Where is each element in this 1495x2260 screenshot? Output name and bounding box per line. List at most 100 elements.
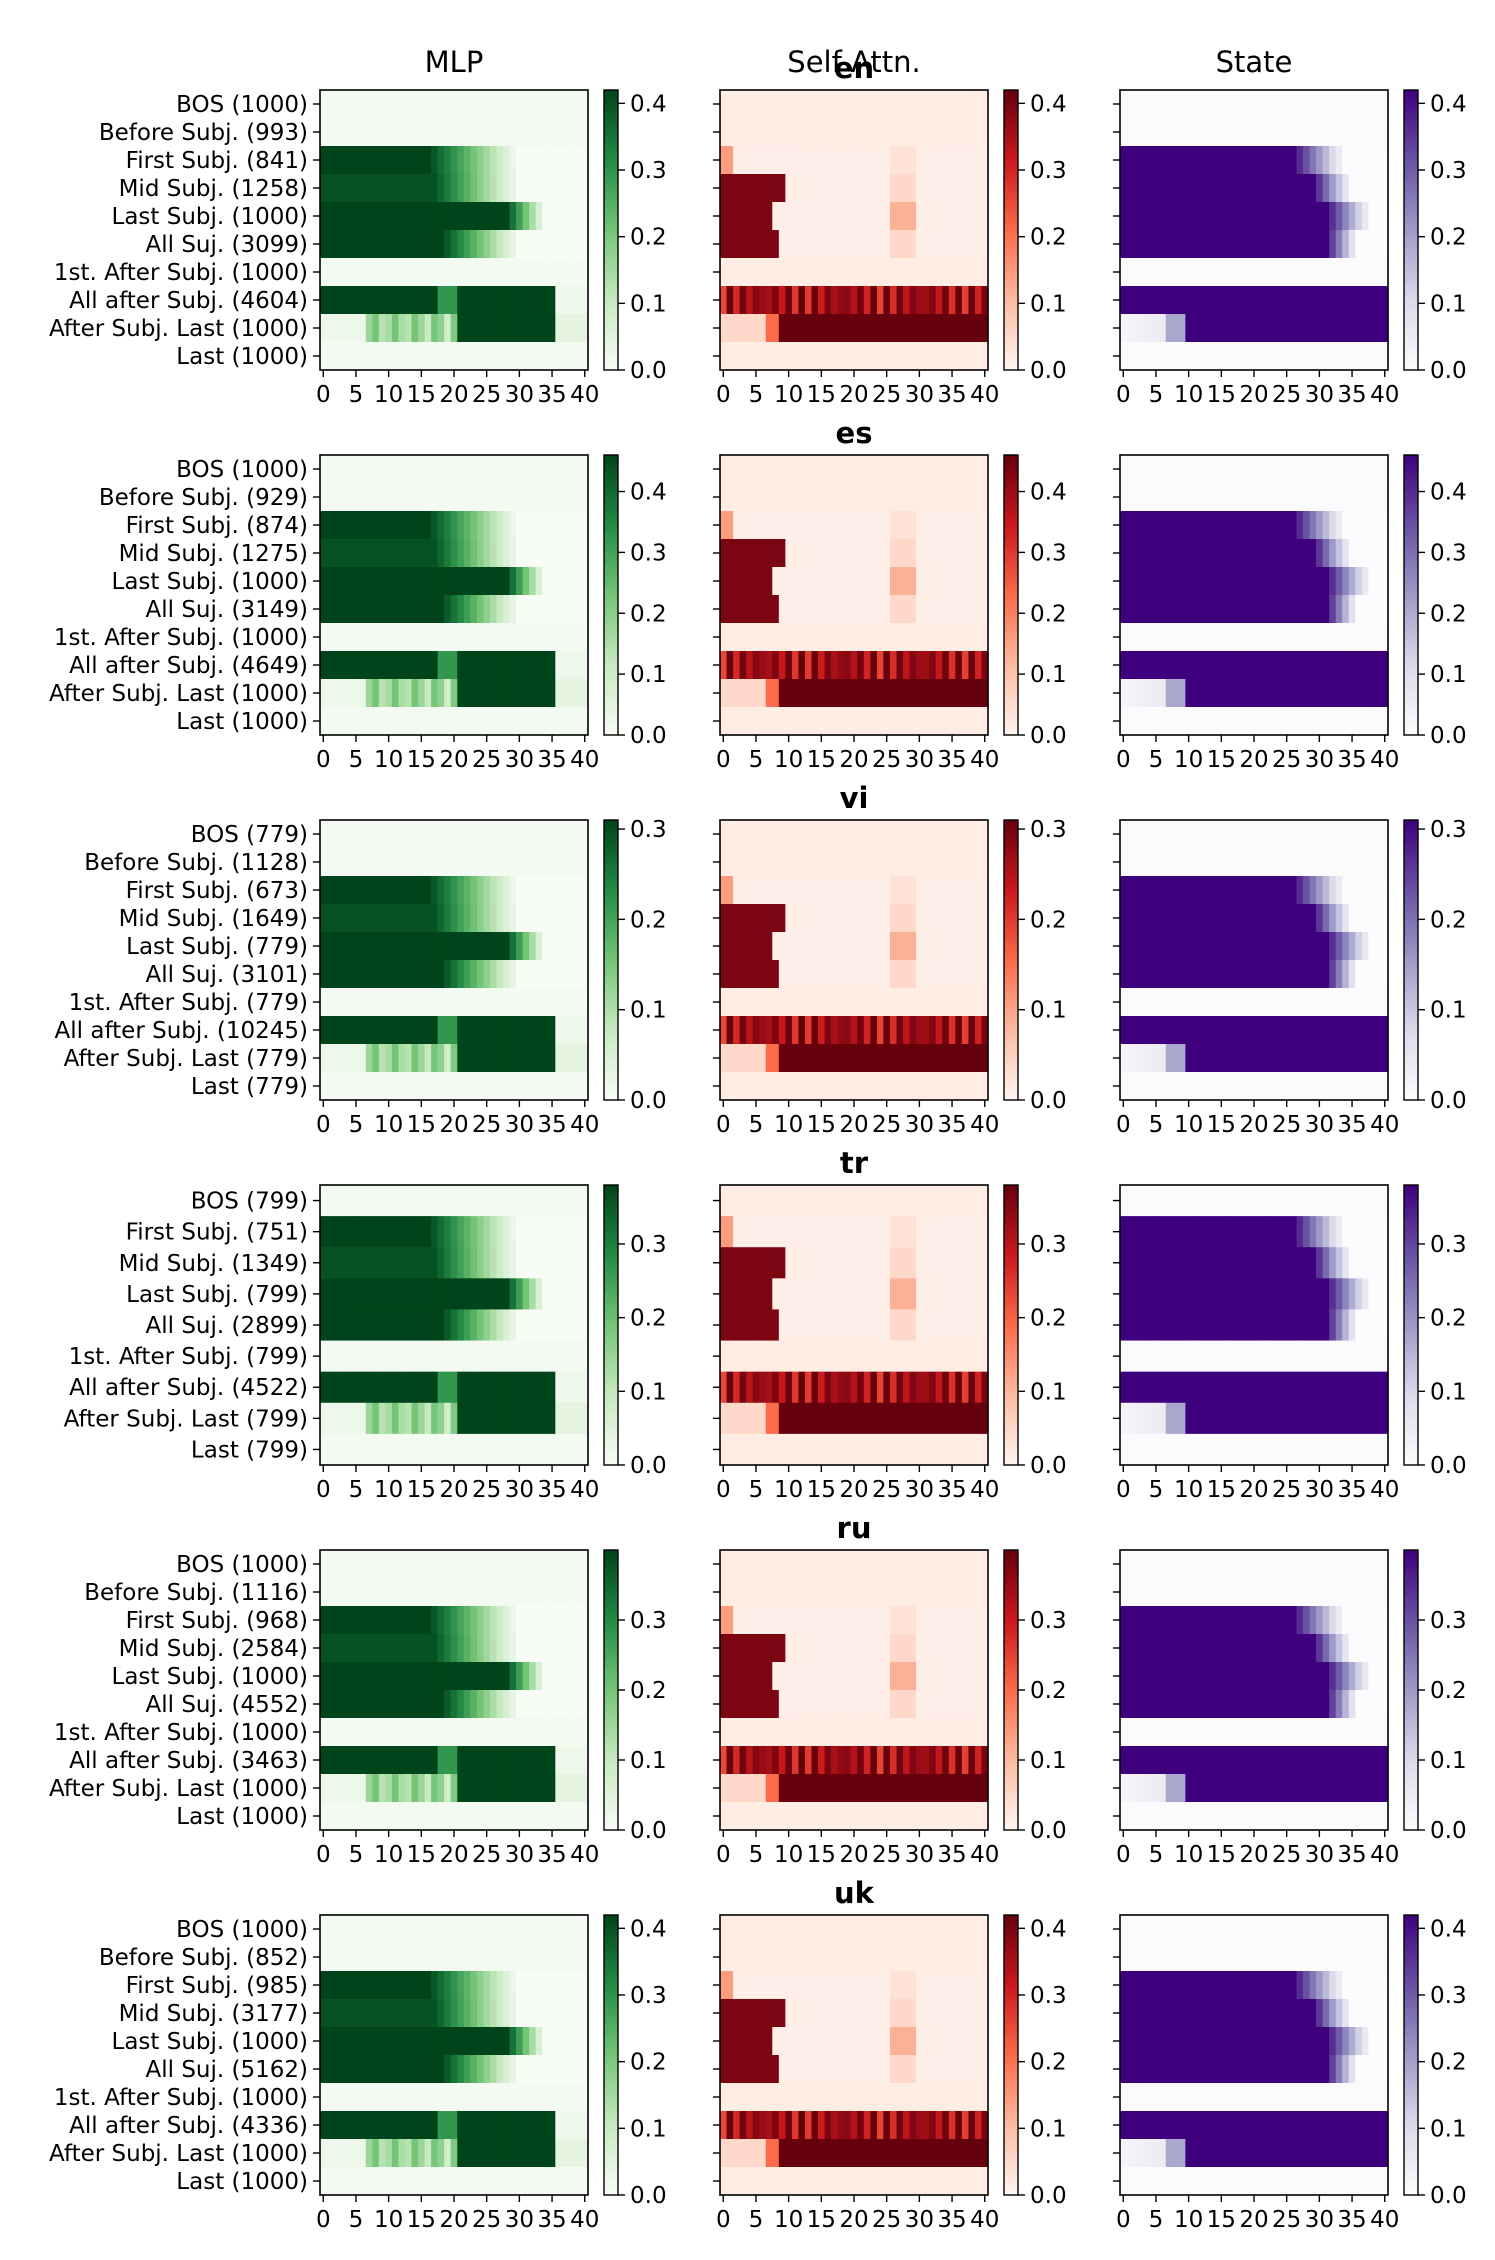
heatmap-cell — [581, 1247, 589, 1279]
heatmap-cell — [1126, 623, 1134, 652]
heatmap-cell — [929, 1247, 937, 1279]
heatmap-cell — [391, 1072, 400, 1101]
heatmap-cell — [320, 651, 328, 680]
heatmap-cell — [889, 1340, 898, 1373]
heatmap-cell — [857, 1433, 865, 1466]
heatmap-cell — [974, 202, 983, 231]
heatmap-cell — [1322, 1185, 1330, 1217]
heatmap-cell — [759, 1371, 767, 1404]
heatmap-cell — [961, 1247, 969, 1279]
heatmap-cell — [935, 90, 943, 119]
colorbar-tick-label: 0.0 — [630, 723, 667, 749]
heatmap-cell — [535, 1371, 543, 1404]
heatmap-cell — [555, 1309, 563, 1342]
heatmap-cell — [1263, 539, 1271, 568]
heatmap-cell — [411, 230, 419, 259]
heatmap-cell — [489, 1216, 498, 1248]
x-tick-label: 35 — [537, 1477, 566, 1503]
heatmap-cell — [424, 1016, 432, 1045]
heatmap-cell — [1126, 1044, 1134, 1073]
heatmap-cell — [450, 1185, 458, 1217]
heatmap-cell — [437, 679, 445, 708]
heatmap-cell — [1329, 230, 1337, 259]
heatmap-cell — [837, 820, 845, 849]
heatmap-cell — [365, 455, 373, 484]
heatmap-cell — [1303, 651, 1311, 680]
heatmap-cell — [870, 623, 878, 652]
x-tick-label: 30 — [1305, 1112, 1334, 1138]
heatmap-cell — [1237, 118, 1245, 147]
heatmap-cell — [824, 960, 832, 989]
heatmap-cell — [772, 455, 780, 484]
heatmap-cell — [935, 1185, 943, 1217]
heatmap-cell — [339, 988, 347, 1017]
heatmap-cell — [1126, 511, 1134, 540]
heatmap-cell — [752, 623, 760, 652]
heatmap-cell — [450, 679, 458, 708]
heatmap-cell — [339, 567, 347, 596]
heatmap-cell — [352, 1433, 360, 1466]
heatmap-cell — [746, 848, 754, 877]
heatmap-cell — [359, 1044, 367, 1073]
heatmap-cell — [489, 483, 498, 512]
heatmap-cell — [811, 932, 819, 961]
heatmap-cell — [752, 1044, 760, 1073]
x-tick-label: 40 — [570, 1112, 599, 1138]
heatmap-cell — [909, 679, 917, 708]
heatmap-cell — [1374, 876, 1383, 905]
heatmap-cell — [404, 1433, 413, 1466]
heatmap-cell — [1172, 932, 1180, 961]
heatmap-cell — [863, 1340, 871, 1373]
heatmap-cell — [391, 1371, 400, 1404]
heatmap-cell — [516, 679, 524, 708]
heatmap-cell — [857, 623, 865, 652]
heatmap-cell — [476, 342, 485, 371]
x-tick-label: 5 — [349, 1112, 364, 1138]
heatmap-cell — [837, 455, 845, 484]
heatmap-cell — [883, 1216, 891, 1248]
heatmap-cell — [759, 960, 767, 989]
heatmap-cell — [824, 1044, 832, 1073]
heatmap-cell — [496, 623, 504, 652]
heatmap-cell — [529, 1278, 537, 1311]
heatmap-cell — [876, 1016, 885, 1045]
heatmap-cell — [746, 174, 754, 203]
heatmap-cell — [1198, 1216, 1206, 1248]
heatmap-cell — [1355, 1216, 1363, 1248]
heatmap-cell — [378, 483, 386, 512]
heatmap-cell — [346, 1247, 354, 1279]
heatmap-cell — [548, 483, 556, 512]
heatmap-cell — [470, 90, 478, 119]
heatmap-cell — [320, 314, 328, 343]
heatmap-cell — [1348, 286, 1356, 315]
heatmap-cell — [476, 1340, 485, 1373]
heatmap-cell — [765, 202, 773, 231]
heatmap-cell — [981, 1278, 989, 1311]
heatmap-cell — [574, 90, 583, 119]
heatmap-cell — [352, 904, 360, 933]
heatmap-cell — [948, 1185, 956, 1217]
heatmap-cell — [476, 960, 485, 989]
heatmap-cell — [378, 1216, 386, 1248]
heatmap-cell — [974, 539, 983, 568]
heatmap-cell — [1178, 1044, 1186, 1073]
heatmap-cell — [785, 1044, 793, 1073]
heatmap-cell — [791, 932, 800, 961]
heatmap-cell — [1165, 904, 1173, 933]
heatmap-cell — [1289, 202, 1298, 231]
heatmap-cell — [791, 511, 800, 540]
heatmap-cell — [746, 483, 754, 512]
heatmap-cell — [339, 1247, 347, 1279]
heatmap-cell — [844, 707, 852, 736]
heatmap-cell — [889, 707, 898, 736]
heatmap-cell — [974, 820, 983, 849]
heatmap-cell — [948, 1016, 956, 1045]
heatmap-cell — [759, 90, 767, 119]
heatmap-cell — [1316, 623, 1324, 652]
heatmap-cell — [1316, 90, 1324, 119]
heatmap-cell — [791, 904, 800, 933]
heatmap-cell — [1204, 1072, 1213, 1101]
heatmap-cell — [503, 1016, 511, 1045]
heatmap-cell — [824, 1072, 832, 1101]
heatmap-cell — [431, 1340, 439, 1373]
